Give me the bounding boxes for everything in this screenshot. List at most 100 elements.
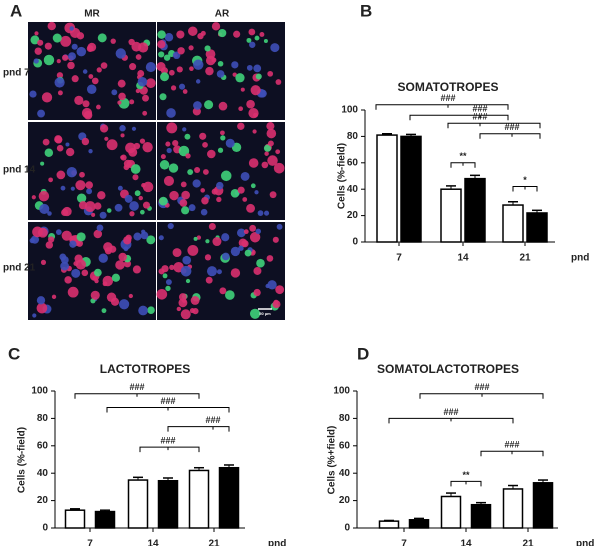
cell bbox=[233, 30, 241, 38]
cell bbox=[193, 59, 204, 70]
cell bbox=[135, 88, 141, 94]
cell bbox=[249, 41, 256, 49]
cell bbox=[134, 190, 141, 197]
cell bbox=[76, 232, 86, 242]
cell bbox=[180, 181, 187, 188]
cell bbox=[69, 26, 74, 31]
cell bbox=[204, 100, 214, 110]
cell bbox=[57, 90, 63, 96]
cell bbox=[179, 83, 186, 90]
cell bbox=[225, 290, 235, 300]
cell bbox=[71, 75, 79, 83]
cell bbox=[254, 35, 260, 41]
cell bbox=[182, 89, 188, 94]
cell bbox=[71, 43, 78, 50]
cell bbox=[54, 77, 65, 88]
cell bbox=[118, 252, 127, 262]
cell bbox=[41, 92, 53, 103]
cell bbox=[70, 186, 75, 191]
cell bbox=[208, 223, 216, 231]
cell bbox=[111, 89, 118, 96]
column-label: MR bbox=[84, 9, 100, 20]
panel-label: C bbox=[8, 344, 20, 363]
significance-label: ### bbox=[504, 440, 519, 450]
bar bbox=[532, 482, 554, 529]
cell bbox=[96, 67, 102, 73]
cell bbox=[246, 203, 255, 213]
cell bbox=[29, 90, 37, 98]
cell bbox=[160, 154, 166, 160]
y-tick-label: 60 bbox=[37, 440, 49, 451]
cell bbox=[55, 229, 62, 235]
cell bbox=[106, 139, 118, 151]
bar bbox=[502, 204, 524, 243]
panel-label: B bbox=[360, 1, 372, 20]
cell bbox=[115, 260, 125, 270]
cell bbox=[253, 288, 261, 297]
cell bbox=[38, 190, 50, 202]
cell bbox=[193, 236, 198, 241]
cell bbox=[36, 302, 48, 314]
cell bbox=[164, 33, 174, 42]
y-tick-label: 100 bbox=[341, 105, 358, 116]
cell bbox=[217, 147, 224, 153]
chart-title: SOMATOTROPES bbox=[398, 80, 499, 94]
cell bbox=[270, 43, 280, 53]
y-tick-label: 60 bbox=[347, 157, 359, 168]
y-tick-label: 20 bbox=[339, 495, 351, 506]
cell bbox=[141, 183, 146, 188]
significance-bracket bbox=[480, 450, 544, 457]
cell bbox=[129, 99, 135, 105]
cell bbox=[204, 254, 212, 261]
cell bbox=[180, 265, 192, 277]
cell bbox=[128, 293, 133, 299]
cell bbox=[142, 181, 154, 193]
scale-bar-label: 50 µm bbox=[259, 311, 271, 316]
bar bbox=[440, 188, 462, 243]
cell bbox=[269, 191, 277, 199]
cell bbox=[85, 181, 94, 189]
significance-bracket bbox=[479, 133, 541, 139]
cell bbox=[99, 211, 107, 219]
cell bbox=[132, 174, 139, 181]
y-tick-label: 40 bbox=[37, 468, 49, 479]
cell bbox=[142, 201, 150, 209]
cell bbox=[246, 64, 253, 71]
cell bbox=[142, 141, 153, 153]
cell bbox=[187, 244, 199, 256]
cell bbox=[82, 100, 90, 108]
cell bbox=[56, 72, 64, 79]
cell bbox=[86, 188, 93, 195]
cell bbox=[185, 278, 191, 284]
cell bbox=[165, 279, 172, 286]
significance-label: ### bbox=[472, 112, 487, 122]
cell bbox=[182, 127, 187, 132]
cell bbox=[128, 38, 135, 46]
cell bbox=[48, 236, 55, 243]
cell bbox=[106, 208, 112, 213]
x-tick-label: 21 bbox=[208, 539, 220, 546]
cell bbox=[140, 231, 149, 240]
cell bbox=[123, 260, 132, 268]
cell bbox=[120, 155, 125, 160]
cell bbox=[246, 99, 255, 109]
cell bbox=[205, 239, 210, 244]
cell bbox=[138, 305, 148, 316]
cell bbox=[195, 79, 201, 84]
cell bbox=[188, 26, 198, 36]
cell bbox=[44, 148, 54, 157]
cell bbox=[36, 296, 46, 305]
bar bbox=[378, 520, 400, 529]
cell bbox=[65, 142, 70, 147]
cell bbox=[187, 169, 194, 176]
y-tick-label: 100 bbox=[333, 386, 350, 397]
cell bbox=[97, 191, 106, 200]
cell bbox=[40, 161, 45, 166]
cell bbox=[263, 39, 268, 44]
x-tick-label: 7 bbox=[401, 539, 407, 546]
cell bbox=[232, 72, 237, 77]
cell bbox=[177, 47, 185, 55]
cell bbox=[253, 64, 262, 73]
cell bbox=[129, 201, 139, 211]
cell bbox=[180, 309, 191, 320]
